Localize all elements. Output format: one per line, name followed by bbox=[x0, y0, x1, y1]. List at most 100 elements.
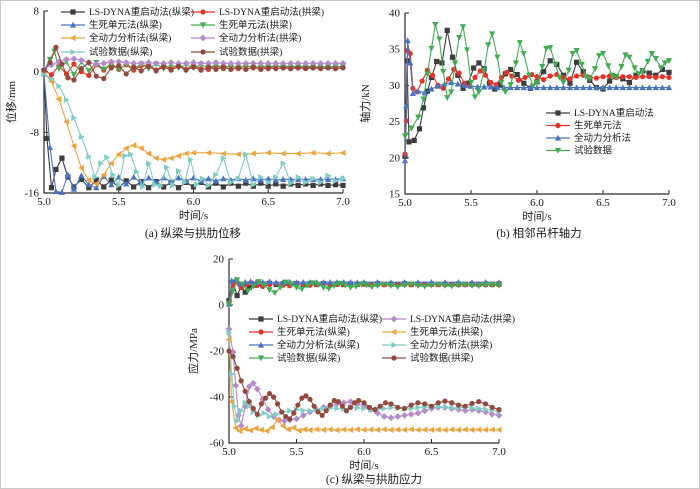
data-point-marker bbox=[632, 84, 640, 91]
data-point-marker bbox=[482, 406, 489, 413]
data-series bbox=[402, 27, 672, 159]
data-point-marker bbox=[258, 426, 264, 434]
data-point-marker bbox=[593, 75, 599, 81]
data-point-marker bbox=[242, 388, 248, 394]
data-point-marker bbox=[401, 412, 408, 419]
data-point-marker bbox=[580, 84, 587, 91]
data-point-marker bbox=[665, 84, 673, 91]
legend-label: 全动力分析法 bbox=[574, 132, 631, 144]
data-point-marker bbox=[265, 179, 272, 186]
data-point-marker bbox=[52, 188, 60, 195]
data-point-marker bbox=[108, 177, 114, 183]
data-point-marker bbox=[381, 405, 388, 412]
data-point-marker bbox=[161, 64, 167, 70]
data-point-marker bbox=[455, 282, 462, 289]
legend-label: 生死单元法 bbox=[574, 120, 622, 132]
data-point-marker bbox=[444, 27, 450, 33]
data-point-marker bbox=[435, 400, 441, 406]
data-point-marker bbox=[239, 281, 246, 288]
data-point-marker bbox=[415, 114, 422, 121]
data-point-marker bbox=[78, 164, 84, 172]
data-point-marker bbox=[146, 63, 152, 69]
data-point-marker bbox=[476, 405, 482, 412]
data-point-marker bbox=[250, 405, 256, 412]
data-point-marker bbox=[108, 65, 114, 71]
data-point-marker bbox=[175, 185, 182, 191]
data-point-marker bbox=[182, 150, 189, 157]
data-point-marker bbox=[265, 149, 271, 156]
data-point-marker bbox=[401, 157, 409, 164]
data-point-marker bbox=[529, 83, 537, 90]
data-point-marker bbox=[231, 403, 238, 410]
data-point-marker bbox=[586, 84, 593, 91]
data-point-marker bbox=[287, 407, 293, 414]
data-point-marker bbox=[152, 59, 160, 67]
data-point-marker bbox=[495, 426, 502, 434]
data-point-marker bbox=[325, 286, 333, 292]
data-point-marker bbox=[320, 278, 327, 285]
legend-item: 全动力分析法 bbox=[546, 132, 631, 144]
data-point-marker bbox=[167, 59, 175, 66]
data-point-marker bbox=[197, 59, 205, 67]
data-point-marker bbox=[53, 44, 59, 51]
data-point-marker bbox=[85, 176, 92, 184]
data-point-marker bbox=[567, 80, 573, 86]
data-point-marker bbox=[271, 290, 279, 297]
data-point-marker bbox=[140, 183, 146, 191]
legend-item: 全动力分析法(拱梁) bbox=[191, 32, 301, 44]
data-point-marker bbox=[101, 75, 107, 82]
data-point-marker bbox=[234, 59, 242, 67]
data-point-marker bbox=[463, 47, 471, 54]
data-point-marker bbox=[175, 63, 182, 69]
data-point-marker bbox=[122, 152, 128, 159]
data-point-marker bbox=[407, 410, 415, 418]
data-point-marker bbox=[205, 59, 212, 67]
data-point-marker bbox=[252, 425, 259, 432]
data-point-marker bbox=[287, 176, 294, 182]
y-tick-label: -40 bbox=[209, 392, 224, 404]
data-point-marker bbox=[193, 181, 200, 188]
data-point-marker bbox=[613, 74, 620, 81]
data-point-marker bbox=[320, 284, 327, 291]
data-point-marker bbox=[358, 281, 365, 288]
data-point-marker bbox=[352, 283, 360, 290]
data-point-marker bbox=[55, 66, 63, 72]
legend: LS-DYNA重启动法(纵梁)生死单元法(纵梁)全动力分析法(纵梁) 试验数据(纵… bbox=[61, 6, 324, 58]
data-point-marker bbox=[108, 181, 115, 188]
data-point-marker bbox=[100, 59, 108, 67]
data-point-marker bbox=[525, 72, 533, 79]
data-point-marker bbox=[354, 404, 361, 412]
data-point-marker bbox=[115, 58, 123, 66]
data-point-marker bbox=[302, 59, 310, 67]
data-point-marker bbox=[287, 59, 295, 67]
data-point-marker bbox=[70, 48, 77, 56]
data-point-marker bbox=[175, 152, 182, 159]
data-point-marker bbox=[440, 69, 447, 75]
legend-item: 生死单元法(拱梁) bbox=[382, 326, 483, 338]
data-point-marker bbox=[552, 61, 559, 68]
data-point-marker bbox=[469, 404, 476, 412]
data-point-marker bbox=[469, 400, 475, 407]
data-point-marker bbox=[47, 59, 53, 66]
data-point-marker bbox=[341, 282, 349, 289]
data-point-marker bbox=[230, 354, 236, 360]
data-point-marker bbox=[78, 66, 84, 72]
data-point-marker bbox=[287, 416, 293, 422]
x-tick-label: 5.0 bbox=[222, 446, 236, 458]
data-point-marker bbox=[145, 59, 153, 66]
data-point-marker bbox=[354, 279, 361, 286]
data-point-marker bbox=[58, 188, 66, 195]
data-point-marker bbox=[130, 59, 138, 67]
x-tick-label: 6.5 bbox=[261, 196, 275, 208]
data-point-marker bbox=[440, 85, 446, 91]
data-point-marker bbox=[489, 404, 495, 410]
data-point-marker bbox=[265, 183, 271, 189]
data-series bbox=[401, 21, 673, 140]
data-point-marker bbox=[190, 184, 197, 190]
data-point-marker bbox=[227, 59, 235, 67]
data-point-marker bbox=[334, 405, 341, 412]
data-point-marker bbox=[421, 426, 428, 433]
data-point-marker bbox=[533, 79, 541, 86]
data-point-marker bbox=[181, 179, 188, 186]
series-line bbox=[43, 72, 344, 185]
